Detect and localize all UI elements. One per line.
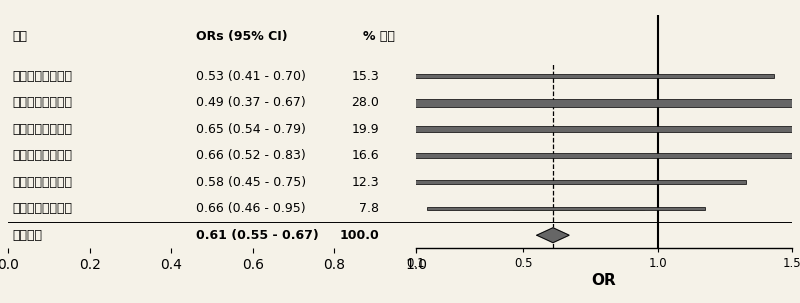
Text: 0.58 (0.45 - 0.75): 0.58 (0.45 - 0.75) [196,176,306,189]
Text: 上海病例对照人群: 上海病例对照人群 [12,149,72,162]
Text: 北京病例对照人群: 北京病例对照人群 [12,96,72,109]
Polygon shape [537,228,569,243]
Text: 人群: 人群 [12,30,27,43]
Bar [427,207,706,210]
Text: 0.49 (0.37 - 0.67): 0.49 (0.37 - 0.67) [196,96,306,109]
Bar [104,99,800,107]
Text: 所有人群: 所有人群 [12,229,42,242]
Text: 0.66 (0.52 - 0.83): 0.66 (0.52 - 0.83) [196,149,306,162]
Text: 12.3: 12.3 [352,176,379,189]
Text: 0.53 (0.41 - 0.70): 0.53 (0.41 - 0.70) [196,70,306,83]
Text: 广东病例对照人群: 广东病例对照人群 [12,123,72,136]
Text: 7.8: 7.8 [359,202,379,215]
Text: ORs (95% CI): ORs (95% CI) [196,30,287,43]
Bar [306,153,800,158]
Text: 江苏病例对照人群: 江苏病例对照人群 [12,176,72,189]
Bar [258,126,800,132]
Text: 28.0: 28.0 [351,96,379,109]
Bar [290,74,774,78]
Text: 0.66 (0.46 - 0.95): 0.66 (0.46 - 0.95) [196,202,306,215]
Text: 15.3: 15.3 [351,70,379,83]
X-axis label: OR: OR [592,273,616,288]
Text: 100.0: 100.0 [339,229,379,242]
Text: % 权重: % 权重 [363,30,395,43]
Text: 广西核心家系人群: 广西核心家系人群 [12,202,72,215]
Text: 0.61 (0.55 - 0.67): 0.61 (0.55 - 0.67) [196,229,318,242]
Text: 广西病例对照人群: 广西病例对照人群 [12,70,72,83]
Text: 19.9: 19.9 [352,123,379,136]
Text: 0.65 (0.54 - 0.79): 0.65 (0.54 - 0.79) [196,123,306,136]
Text: 16.6: 16.6 [352,149,379,162]
Bar [344,180,746,184]
